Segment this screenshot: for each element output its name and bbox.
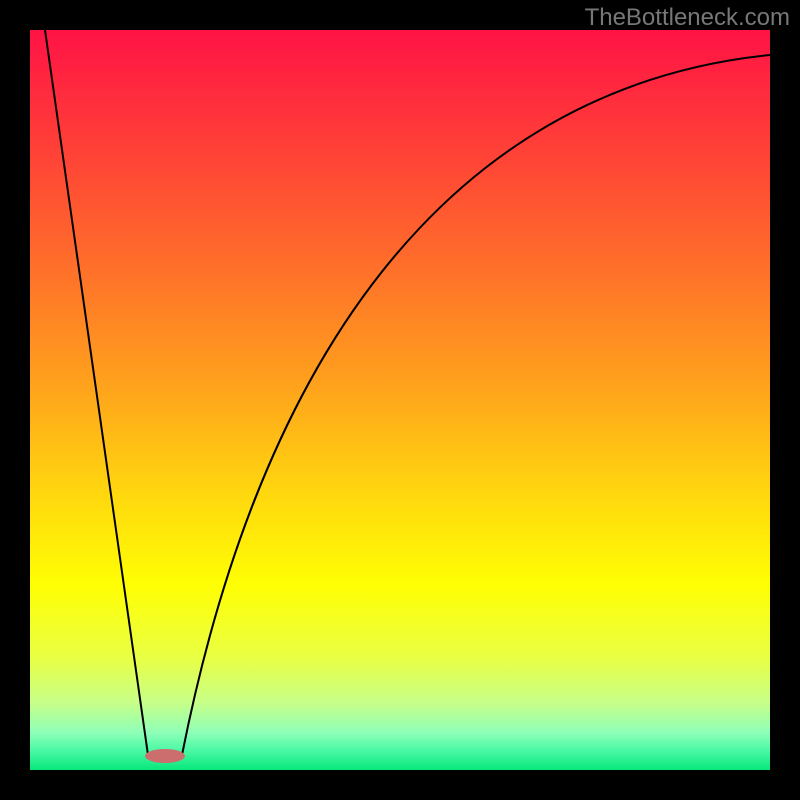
watermark-text: TheBottleneck.com — [585, 4, 790, 32]
bottleneck-curve-chart — [0, 0, 800, 800]
optimal-point-marker — [145, 749, 185, 763]
gradient-plot-area — [30, 30, 770, 770]
chart-container: TheBottleneck.com — [0, 0, 800, 800]
